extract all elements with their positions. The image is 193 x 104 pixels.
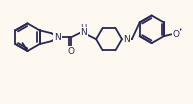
Text: H: H [80,24,87,33]
Text: N: N [80,28,87,37]
Text: O: O [173,30,180,39]
Text: N: N [54,33,61,42]
Text: N: N [124,35,130,44]
Text: O: O [68,47,75,56]
